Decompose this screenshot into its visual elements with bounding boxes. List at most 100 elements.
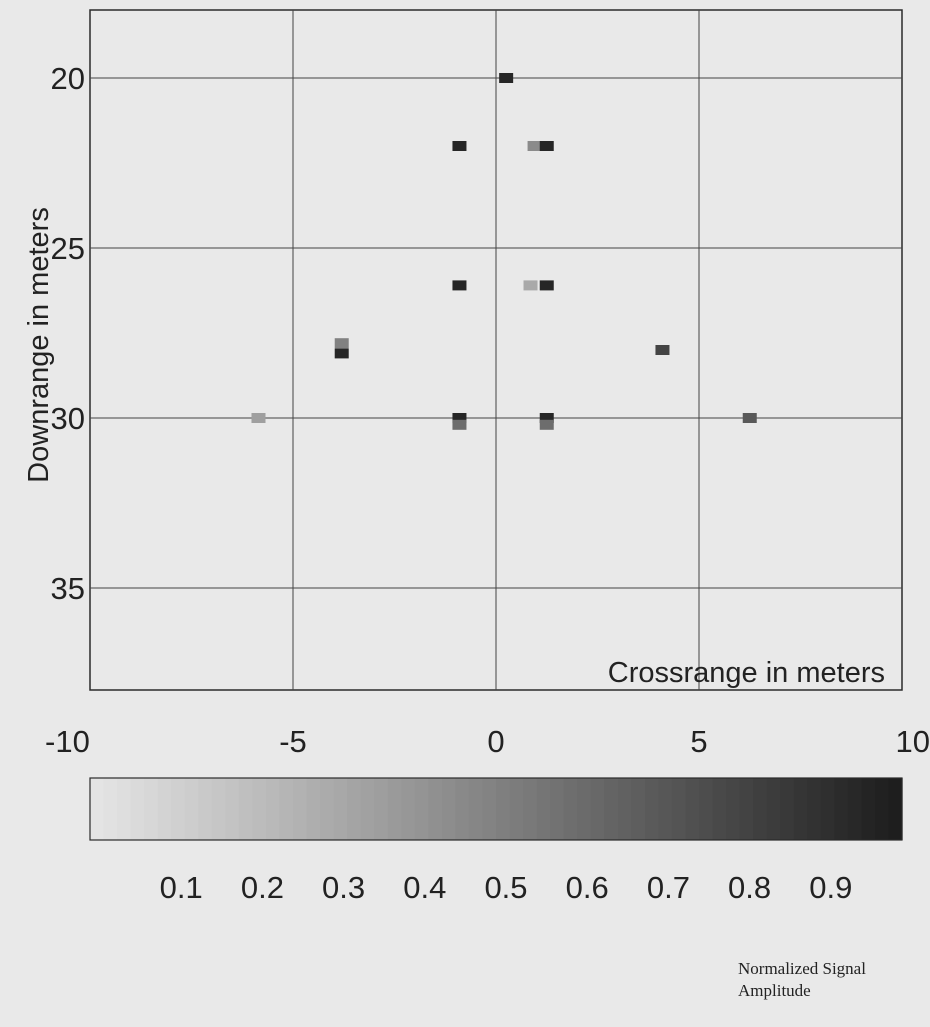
colorbar-segment [739, 778, 754, 840]
y-tick-label: 35 [51, 571, 85, 606]
colorbar-tick-label: 0.6 [566, 870, 609, 905]
colorbar-segment [888, 778, 903, 840]
colorbar-tick-label: 0.8 [728, 870, 771, 905]
colorbar-segment [847, 778, 862, 840]
colorbar-segment [536, 778, 551, 840]
colorbar-segment [712, 778, 727, 840]
colorbar-segment [387, 778, 402, 840]
x-tick-label: -10 [45, 724, 90, 759]
colorbar-segment [644, 778, 659, 840]
colorbar-segment [509, 778, 524, 840]
colorbar-segment [604, 778, 619, 840]
colorbar-segment [496, 778, 511, 840]
colorbar-segment [374, 778, 389, 840]
x-tick-label: 5 [690, 724, 707, 759]
colorbar-segment [428, 778, 443, 840]
x-tick-label: 10 [896, 724, 930, 759]
colorbar-segment [631, 778, 646, 840]
colorbar-segment [753, 778, 768, 840]
colorbar-segment [563, 778, 578, 840]
colorbar-segment [617, 778, 632, 840]
colorbar-segment [238, 778, 253, 840]
colorbar-caption: Normalized Signal Amplitude [738, 958, 866, 1002]
scatter-point [499, 73, 514, 83]
colorbar-segment [360, 778, 375, 840]
colorbar-segment [699, 778, 714, 840]
colorbar-segment [455, 778, 470, 840]
x-tick-label: 0 [487, 724, 504, 759]
x-tick-label: -5 [279, 724, 307, 759]
colorbar-tick-label: 0.1 [160, 870, 203, 905]
colorbar-segment [103, 778, 118, 840]
data-points [251, 73, 757, 430]
scatter-point [452, 419, 467, 430]
scatter-point [655, 345, 670, 355]
colorbar-segment [414, 778, 429, 840]
colorbar-segment [333, 778, 348, 840]
x-axis-label: Crossrange in meters [608, 657, 885, 689]
colorbar-segment [441, 778, 456, 840]
colorbar-segment [157, 778, 172, 840]
colorbar-segment [820, 778, 835, 840]
colorbar-segment [861, 778, 876, 840]
colorbar-segment [550, 778, 565, 840]
colorbar-label-line1: Normalized Signal [738, 959, 866, 978]
colorbar-segment [347, 778, 362, 840]
colorbar-segment [766, 778, 781, 840]
colorbar-segment [468, 778, 484, 840]
scatter-point [334, 348, 349, 359]
colorbar-segment [726, 778, 741, 840]
colorbar-segment [577, 778, 592, 840]
colorbar-segment [198, 778, 213, 840]
y-axis-label: Downrange in meters [23, 207, 55, 483]
colorbar-segment [834, 778, 849, 840]
colorbar-segment [144, 778, 159, 840]
colorbar-segment [306, 778, 321, 840]
scatter-point [539, 280, 554, 291]
scatter-point [452, 413, 467, 423]
scatter-point [334, 338, 349, 349]
colorbar-segment [874, 778, 890, 840]
scatter-point [452, 141, 467, 151]
colorbar-tick-label: 0.3 [322, 870, 365, 905]
colorbar-segment [401, 778, 416, 840]
colorbar-segment [671, 778, 687, 840]
colorbar-segment [780, 778, 795, 840]
colorbar-segment [523, 778, 538, 840]
colorbar-segment [225, 778, 240, 840]
colorbar-segment [482, 778, 497, 840]
colorbar-segment [807, 778, 822, 840]
y-tick-label: 25 [51, 231, 85, 266]
colorbar-tick-label: 0.9 [809, 870, 852, 905]
scatter-point [527, 141, 542, 151]
colorbar-segment [130, 778, 145, 840]
colorbar-segment [658, 778, 673, 840]
scatter-point [539, 141, 554, 151]
colorbar-tick-label: 0.5 [484, 870, 527, 905]
grid-lines [90, 10, 902, 690]
colorbar-segment [117, 778, 132, 840]
colorbar-tick-label: 0.7 [647, 870, 690, 905]
colorbar-segment [90, 778, 105, 840]
colorbar-segment [279, 778, 294, 840]
colorbar-segment [265, 778, 281, 840]
colorbar-frame [89, 777, 903, 841]
scatter-point [251, 413, 266, 423]
colorbar-tick-label: 0.2 [241, 870, 284, 905]
colorbar-segment [211, 778, 226, 840]
colorbar-segment [685, 778, 700, 840]
colorbar-segment [590, 778, 605, 840]
scatter-point [742, 413, 757, 423]
colorbar-segment [184, 778, 199, 840]
colorbar-segment [320, 778, 335, 840]
colorbar-segment [293, 778, 308, 840]
scatter-point [523, 280, 538, 291]
colorbar-label-line2: Amplitude [738, 981, 811, 1000]
scatter-point [539, 413, 554, 423]
colorbar-tick-label: 0.4 [403, 870, 446, 905]
colorbar: 0.1 0.2 0.3 0.4 0.5 0.6 0.7 0.8 0.9 [89, 777, 903, 905]
tick-labels: -10 -5 0 5 10 20 25 30 35 [45, 61, 930, 759]
y-tick-label: 30 [51, 401, 85, 436]
